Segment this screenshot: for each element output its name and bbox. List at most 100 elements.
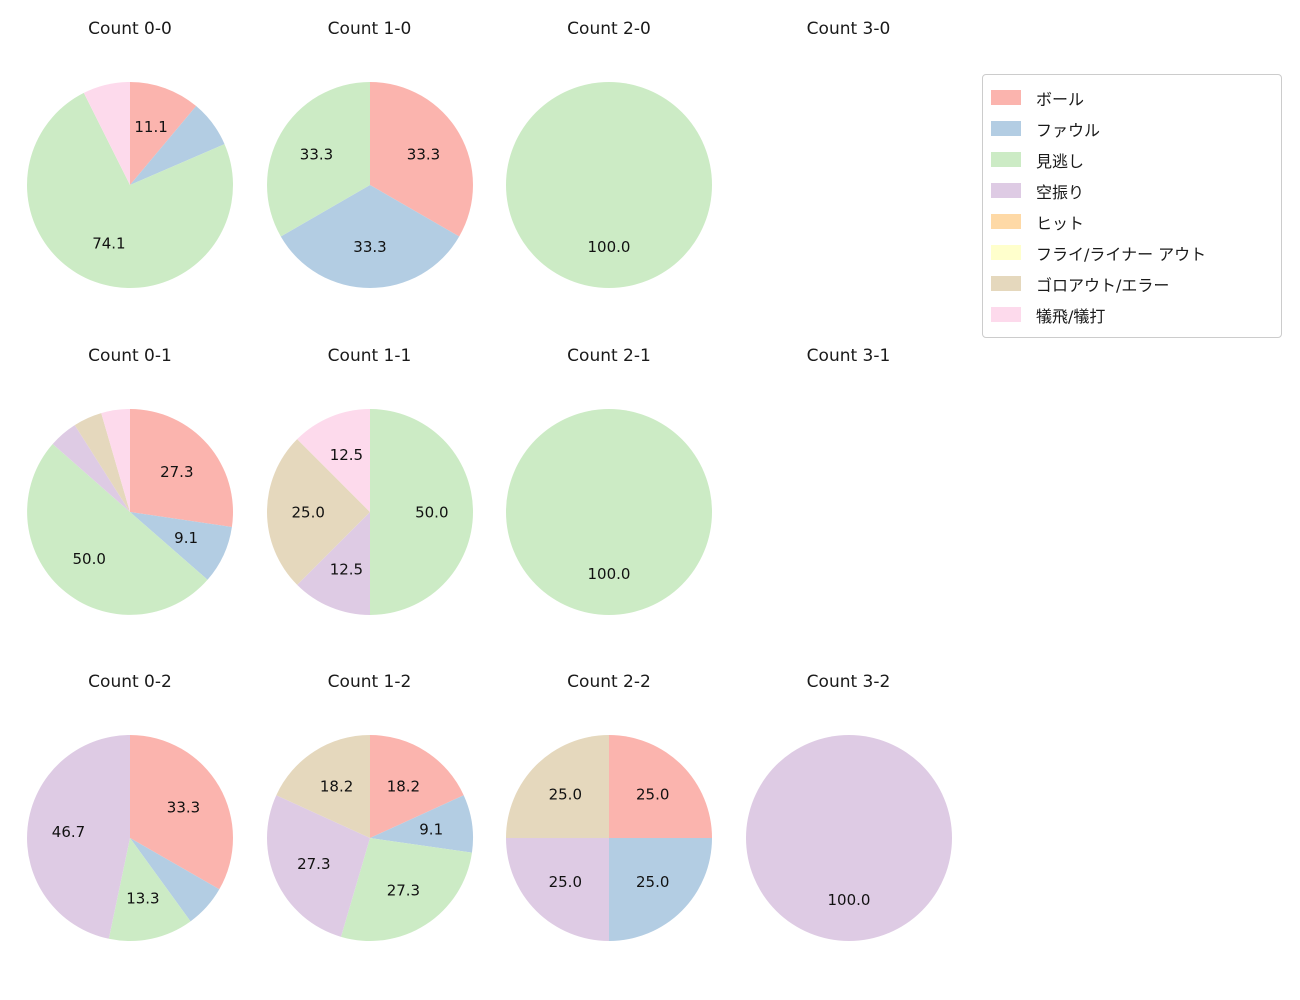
legend-label: ファウル — [1036, 120, 1101, 140]
legend-item: 空振り — [991, 175, 1271, 206]
chart-title: Count 2-1 — [567, 345, 651, 366]
chart-cell-count-2-0: Count 2-0 100.0 — [489, 18, 729, 352]
legend-label: フライ/ライナー アウト — [1036, 244, 1207, 264]
legend-item: フライ/ライナー アウト — [991, 237, 1271, 268]
pie-chart-count-1-1: 50.0 12.5 25.0 12.5 — [266, 408, 473, 615]
pie-chart-count-0-0: 11.1 74.1 — [27, 82, 234, 288]
pie-slice-percentage-label: 12.5 — [329, 446, 362, 464]
pie-slice-percentage-label: 46.7 — [52, 823, 85, 841]
pie-slice-percentage-label: 18.2 — [386, 777, 419, 795]
pie-slice — [369, 735, 464, 838]
legend-item: ゴロアウト/エラー — [991, 268, 1271, 299]
pie-slice — [108, 838, 191, 941]
pie-slice — [369, 795, 473, 853]
pie-slice — [745, 735, 952, 941]
pie-slice — [340, 838, 472, 942]
chart-title: Count 0-2 — [88, 672, 172, 692]
pie-slice — [609, 735, 712, 838]
chart-cell-count-2-2: Count 2-2 25.0 25.0 25.0 25.0 — [489, 671, 729, 1000]
pie-slice — [74, 412, 130, 512]
chart-title: Count 0-1 — [88, 345, 172, 366]
chart-title: Count 1-2 — [327, 672, 412, 692]
pie-slice-percentage-label: 74.1 — [92, 234, 125, 252]
chart-cell-count-0-2: Count 0-2 33.3 13.3 46.7 — [10, 671, 250, 1000]
pie-slice — [296, 511, 370, 615]
pie-slice — [369, 408, 473, 615]
pie-chart-count-3-1 — [739, 402, 959, 622]
chart-cell-count-0-0: Count 0-0 11.1 74.1 — [10, 18, 250, 352]
chart-title: Count 3-1 — [806, 345, 891, 366]
pie-slice-percentage-label: 50.0 — [72, 549, 105, 567]
chart-title: Count 3-2 — [806, 672, 891, 692]
legend-label: ボール — [1036, 89, 1085, 109]
chart-title: Count 1-1 — [327, 345, 412, 366]
pie-slice-percentage-label: 11.1 — [134, 118, 167, 136]
legend-swatch — [991, 152, 1021, 167]
pie-slice — [506, 735, 609, 838]
chart-cell-count-0-1: Count 0-1 27.3 9.1 50.0 — [10, 345, 250, 679]
pie-slice-percentage-label: 18.2 — [319, 777, 352, 795]
pie-slice — [266, 795, 370, 937]
pie-slice — [27, 443, 208, 615]
legend-label: 見逃し — [1036, 151, 1085, 171]
pie-slice-percentage-label: 27.3 — [297, 855, 330, 873]
pie-slice-percentage-label: 33.3 — [406, 145, 439, 163]
legend-item: 犠飛/犠打 — [991, 299, 1271, 330]
legend-label: 犠飛/犠打 — [1036, 306, 1106, 326]
pie-slice — [130, 838, 220, 922]
pie-chart-count-1-0: 33.3 33.3 33.3 — [266, 82, 473, 288]
pie-slice-percentage-label: 12.5 — [329, 560, 362, 578]
pie-slice — [609, 838, 712, 941]
pie-slice — [27, 92, 234, 288]
pie-slice — [275, 735, 370, 838]
pie-slice — [369, 82, 473, 237]
legend-swatch — [991, 276, 1021, 291]
pie-slice — [52, 424, 130, 512]
pie-slice — [27, 735, 131, 939]
pie-slice-percentage-label: 13.3 — [126, 890, 159, 908]
pie-slice — [130, 106, 225, 185]
pie-slice-percentage-label: 100.0 — [588, 238, 631, 256]
pie-slice-percentage-label: 27.3 — [160, 462, 193, 480]
pie-slice — [506, 838, 609, 941]
pie-slice — [130, 408, 233, 527]
pie-slice — [506, 82, 712, 288]
legend-swatch — [991, 245, 1021, 260]
pie-chart-count-0-1: 27.3 9.1 50.0 — [27, 408, 233, 615]
pie-chart-count-2-0: 100.0 — [506, 82, 712, 288]
chart-title: Count 2-2 — [567, 672, 651, 692]
pie-slice-percentage-label: 50.0 — [415, 503, 448, 521]
pie-slice — [296, 408, 370, 512]
pie-chart-count-3-2: 100.0 — [745, 735, 952, 941]
pie-slice-percentage-label: 100.0 — [827, 891, 870, 909]
pie-slice-percentage-label: 33.3 — [299, 145, 332, 163]
legend-swatch — [991, 214, 1021, 229]
legend-label: ヒット — [1036, 213, 1085, 233]
legend-item: 見逃し — [991, 144, 1271, 175]
pie-slice-percentage-label: 25.0 — [549, 873, 582, 891]
pie-slice-percentage-label: 27.3 — [386, 881, 419, 899]
pie-slice — [130, 511, 232, 580]
chart-title: Count 2-0 — [567, 19, 651, 39]
pie-chart-count-2-2: 25.0 25.0 25.0 25.0 — [506, 735, 712, 941]
chart-cell-count-1-0: Count 1-0 33.3 33.3 33.3 — [250, 18, 490, 352]
legend-label: 空振り — [1036, 182, 1085, 202]
legend-swatch — [991, 183, 1021, 198]
legend-item: ヒット — [991, 206, 1271, 237]
legend: ボールファウル見逃し空振りヒットフライ/ライナー アウトゴロアウト/エラー犠飛/… — [982, 74, 1282, 338]
chart-title: Count 3-0 — [806, 19, 891, 39]
pie-slice — [130, 735, 233, 890]
pie-slice — [130, 82, 197, 185]
legend-swatch — [991, 90, 1021, 105]
chart-cell-count-3-0: Count 3-0 — [729, 18, 969, 352]
legend-swatch — [991, 307, 1021, 322]
pie-slice-percentage-label: 25.0 — [636, 873, 669, 891]
chart-cell-count-3-2: Count 3-2 100.0 — [729, 671, 969, 1000]
pie-slice — [266, 82, 370, 237]
legend-item: ファウル — [991, 113, 1271, 144]
pie-slice-percentage-label: 25.0 — [549, 786, 582, 804]
chart-title: Count 0-0 — [88, 19, 172, 39]
pie-slice — [280, 185, 459, 288]
chart-cell-count-1-1: Count 1-1 50.0 12.5 25.0 12.5 — [250, 345, 490, 679]
chart-cell-count-2-1: Count 2-1 100.0 — [489, 345, 729, 679]
